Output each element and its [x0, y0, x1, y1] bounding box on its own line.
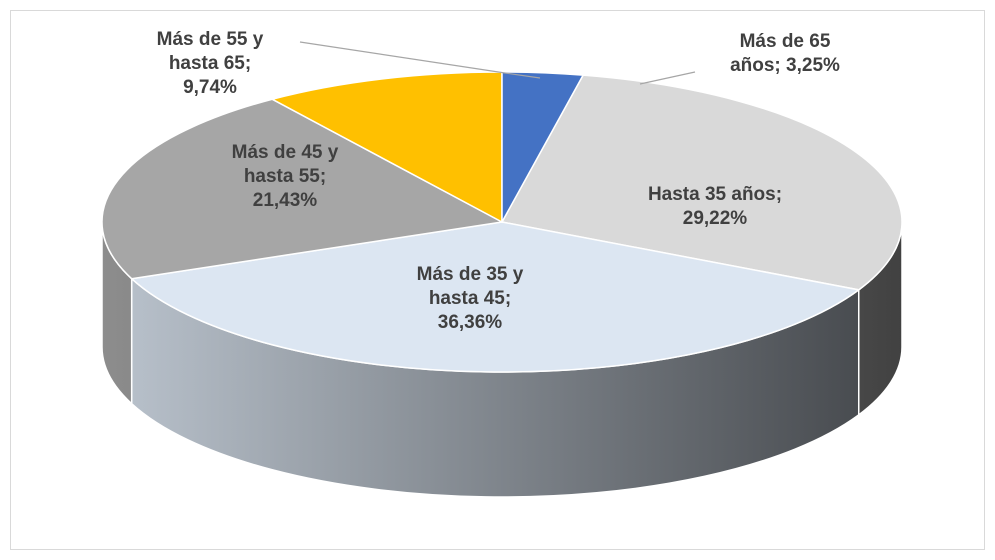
slice: [500, 74, 903, 291]
data-label: Más de 65 años; 3,25%: [730, 31, 840, 76]
data-label: Hasta 35 años; 29,22%: [648, 184, 782, 229]
leader-line: [299, 41, 541, 79]
slice: [101, 98, 505, 280]
slice: [130, 221, 861, 373]
leader-line: [639, 71, 696, 85]
data-label: Más de 45 y hasta 55; 21,43%: [232, 142, 339, 211]
data-label: Más de 55 y hasta 65; 9,74%: [157, 29, 264, 98]
slice: [270, 71, 503, 224]
data-label: Más de 35 y hasta 45; 36,36%: [417, 264, 524, 333]
